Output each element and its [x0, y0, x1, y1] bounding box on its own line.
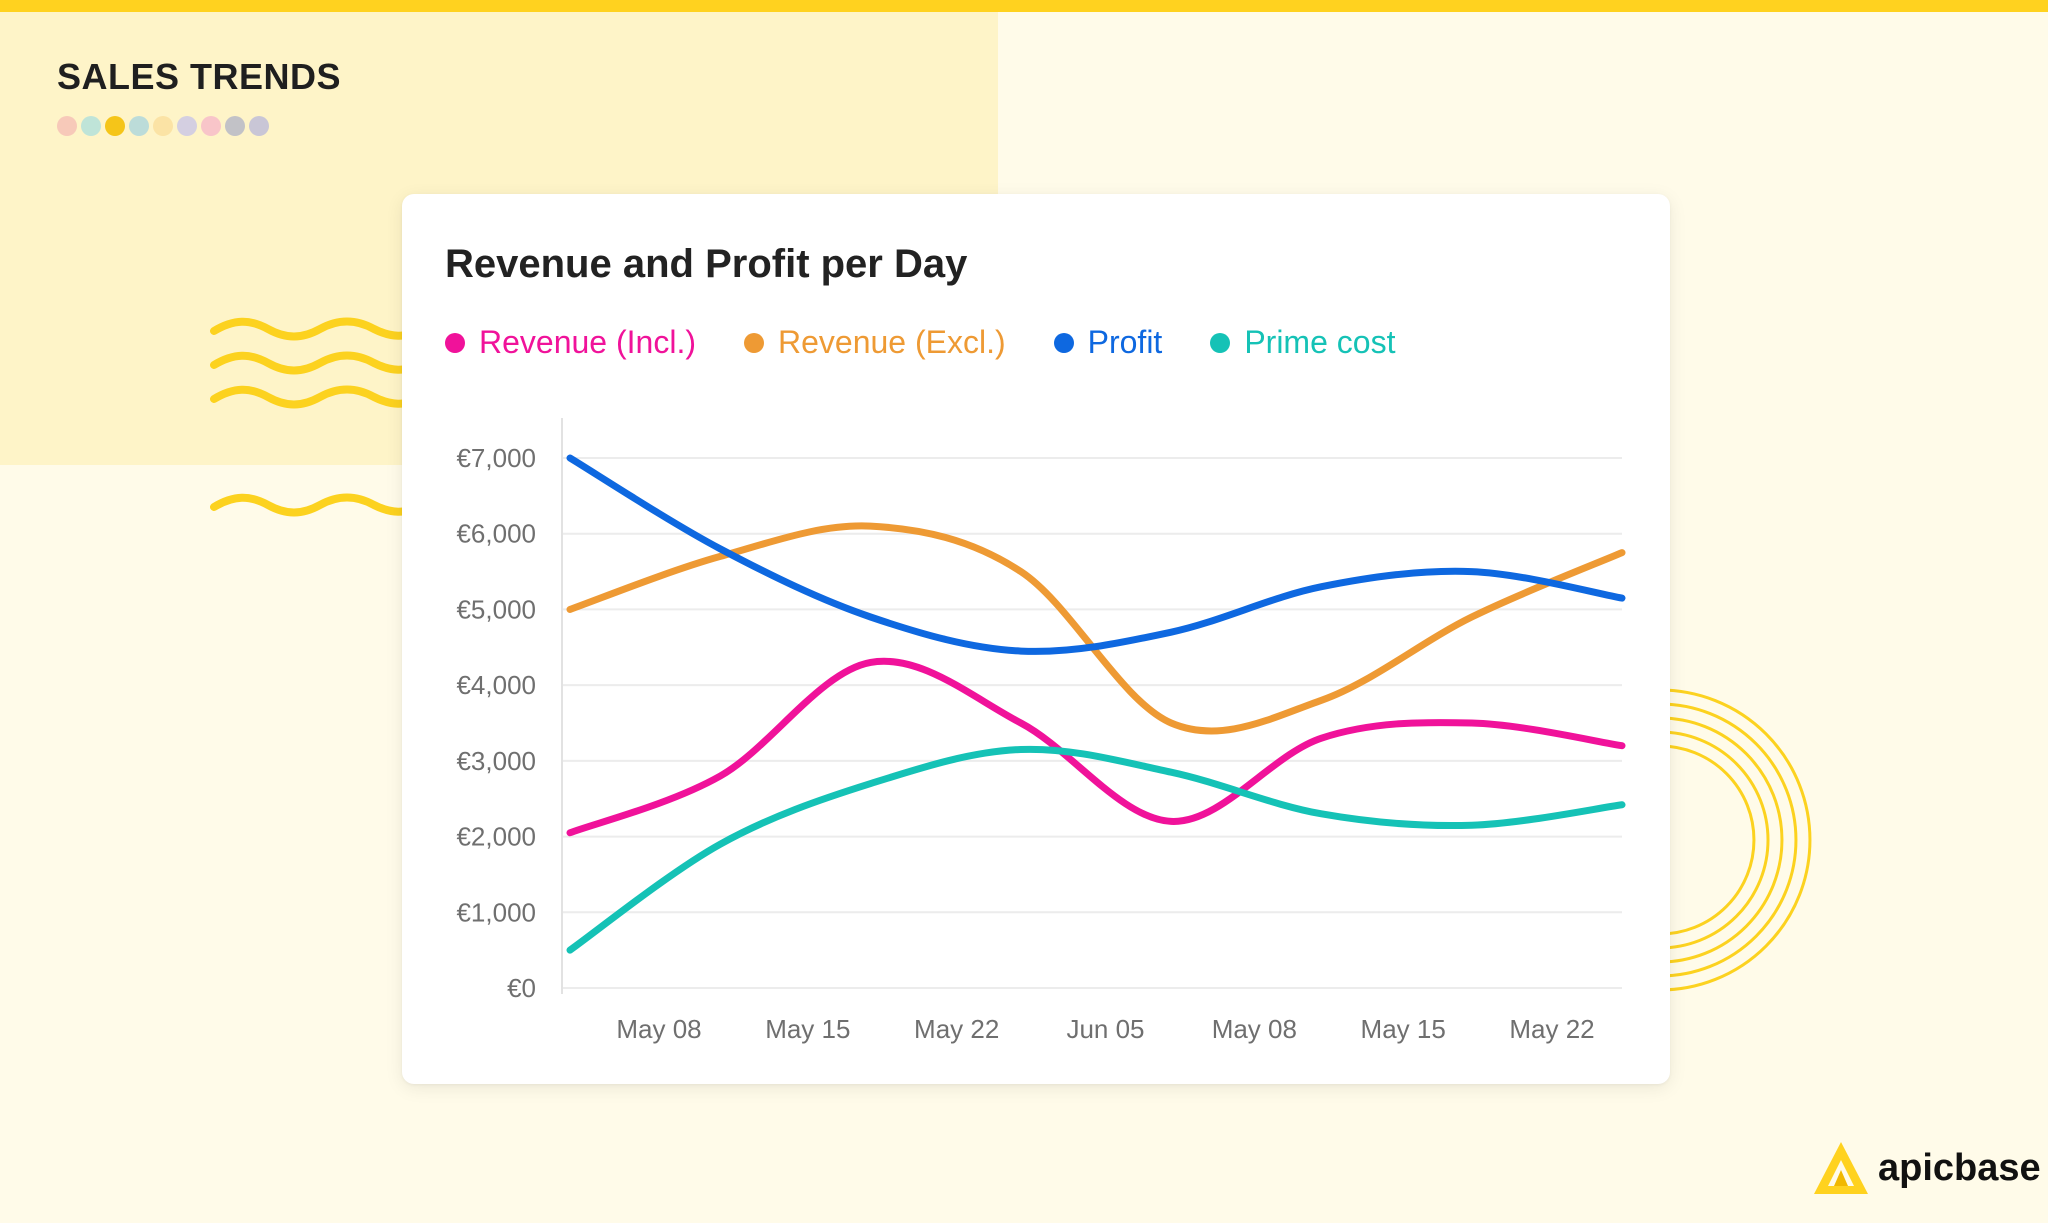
brand-logo: apicbase: [1812, 1140, 2041, 1196]
y-tick-label: €6,000: [456, 519, 536, 549]
legend-label: Revenue (Incl.): [479, 324, 696, 360]
color-dot: [225, 116, 245, 136]
color-dot: [249, 116, 269, 136]
legend-swatch: [445, 332, 465, 353]
color-dot: [129, 116, 149, 136]
series-line-2: [566, 454, 1626, 655]
y-tick-label: €2,000: [456, 822, 536, 852]
chart-legend: Revenue (Incl.) Revenue (Excl.) Profit Prim…: [445, 324, 1443, 361]
legend-swatch: [743, 332, 764, 353]
color-dot: [81, 116, 101, 136]
legend-label: Prime cost: [1244, 324, 1396, 360]
top-accent-bar: [0, 0, 2048, 12]
legend-swatch: [1053, 332, 1074, 353]
legend-item[interactable]: Profit: [1053, 324, 1163, 361]
y-tick-label: €0: [507, 973, 536, 1003]
chart-card: Revenue and Profit per Day Revenue (Incl…: [402, 194, 1670, 1084]
legend-item[interactable]: Revenue (Incl.): [445, 324, 696, 361]
series-line-0: [566, 657, 1626, 837]
x-tick-label: May 22: [914, 1014, 999, 1044]
color-dot: [177, 116, 197, 136]
x-tick-label: Jun 05: [1066, 1014, 1144, 1044]
y-tick-label: €3,000: [456, 746, 536, 776]
wave-decoration: [210, 317, 405, 517]
y-tick-label: €7,000: [456, 443, 536, 473]
legend-swatch: [1210, 332, 1231, 353]
legend-item[interactable]: Prime cost: [1210, 324, 1395, 361]
x-tick-label: May 22: [1509, 1014, 1594, 1044]
brand-name: apicbase: [1878, 1146, 2041, 1189]
rings-decoration: [1659, 688, 1812, 992]
color-dots: [57, 116, 269, 136]
color-dot: [105, 116, 125, 136]
y-tick-label: €4,000: [456, 670, 536, 700]
legend-label: Revenue (Excl.): [777, 324, 1006, 360]
y-tick-label: €5,000: [456, 594, 536, 624]
y-tick-label: €1,000: [456, 897, 536, 927]
legend-label: Profit: [1087, 324, 1163, 360]
page-title: SALES TRENDS: [57, 56, 342, 97]
series-line-3: [566, 745, 1626, 954]
series-line-1: [566, 522, 1626, 735]
legend-item[interactable]: Revenue (Excl.): [743, 324, 1006, 361]
chart-title: Revenue and Profit per Day: [445, 242, 968, 286]
color-dot: [153, 116, 173, 136]
x-tick-label: May 08: [1212, 1014, 1297, 1044]
x-tick-label: May 15: [1361, 1014, 1446, 1044]
x-tick-label: May 08: [616, 1014, 701, 1044]
color-dot: [201, 116, 221, 136]
color-dot: [57, 116, 77, 136]
apicbase-logo-icon: [1814, 1142, 1868, 1194]
x-tick-label: May 15: [765, 1014, 850, 1044]
line-chart: €0 €1,000 €2,000 €3,000 €4,000 €5,000 €6,000 €7…: [456, 418, 1626, 1044]
